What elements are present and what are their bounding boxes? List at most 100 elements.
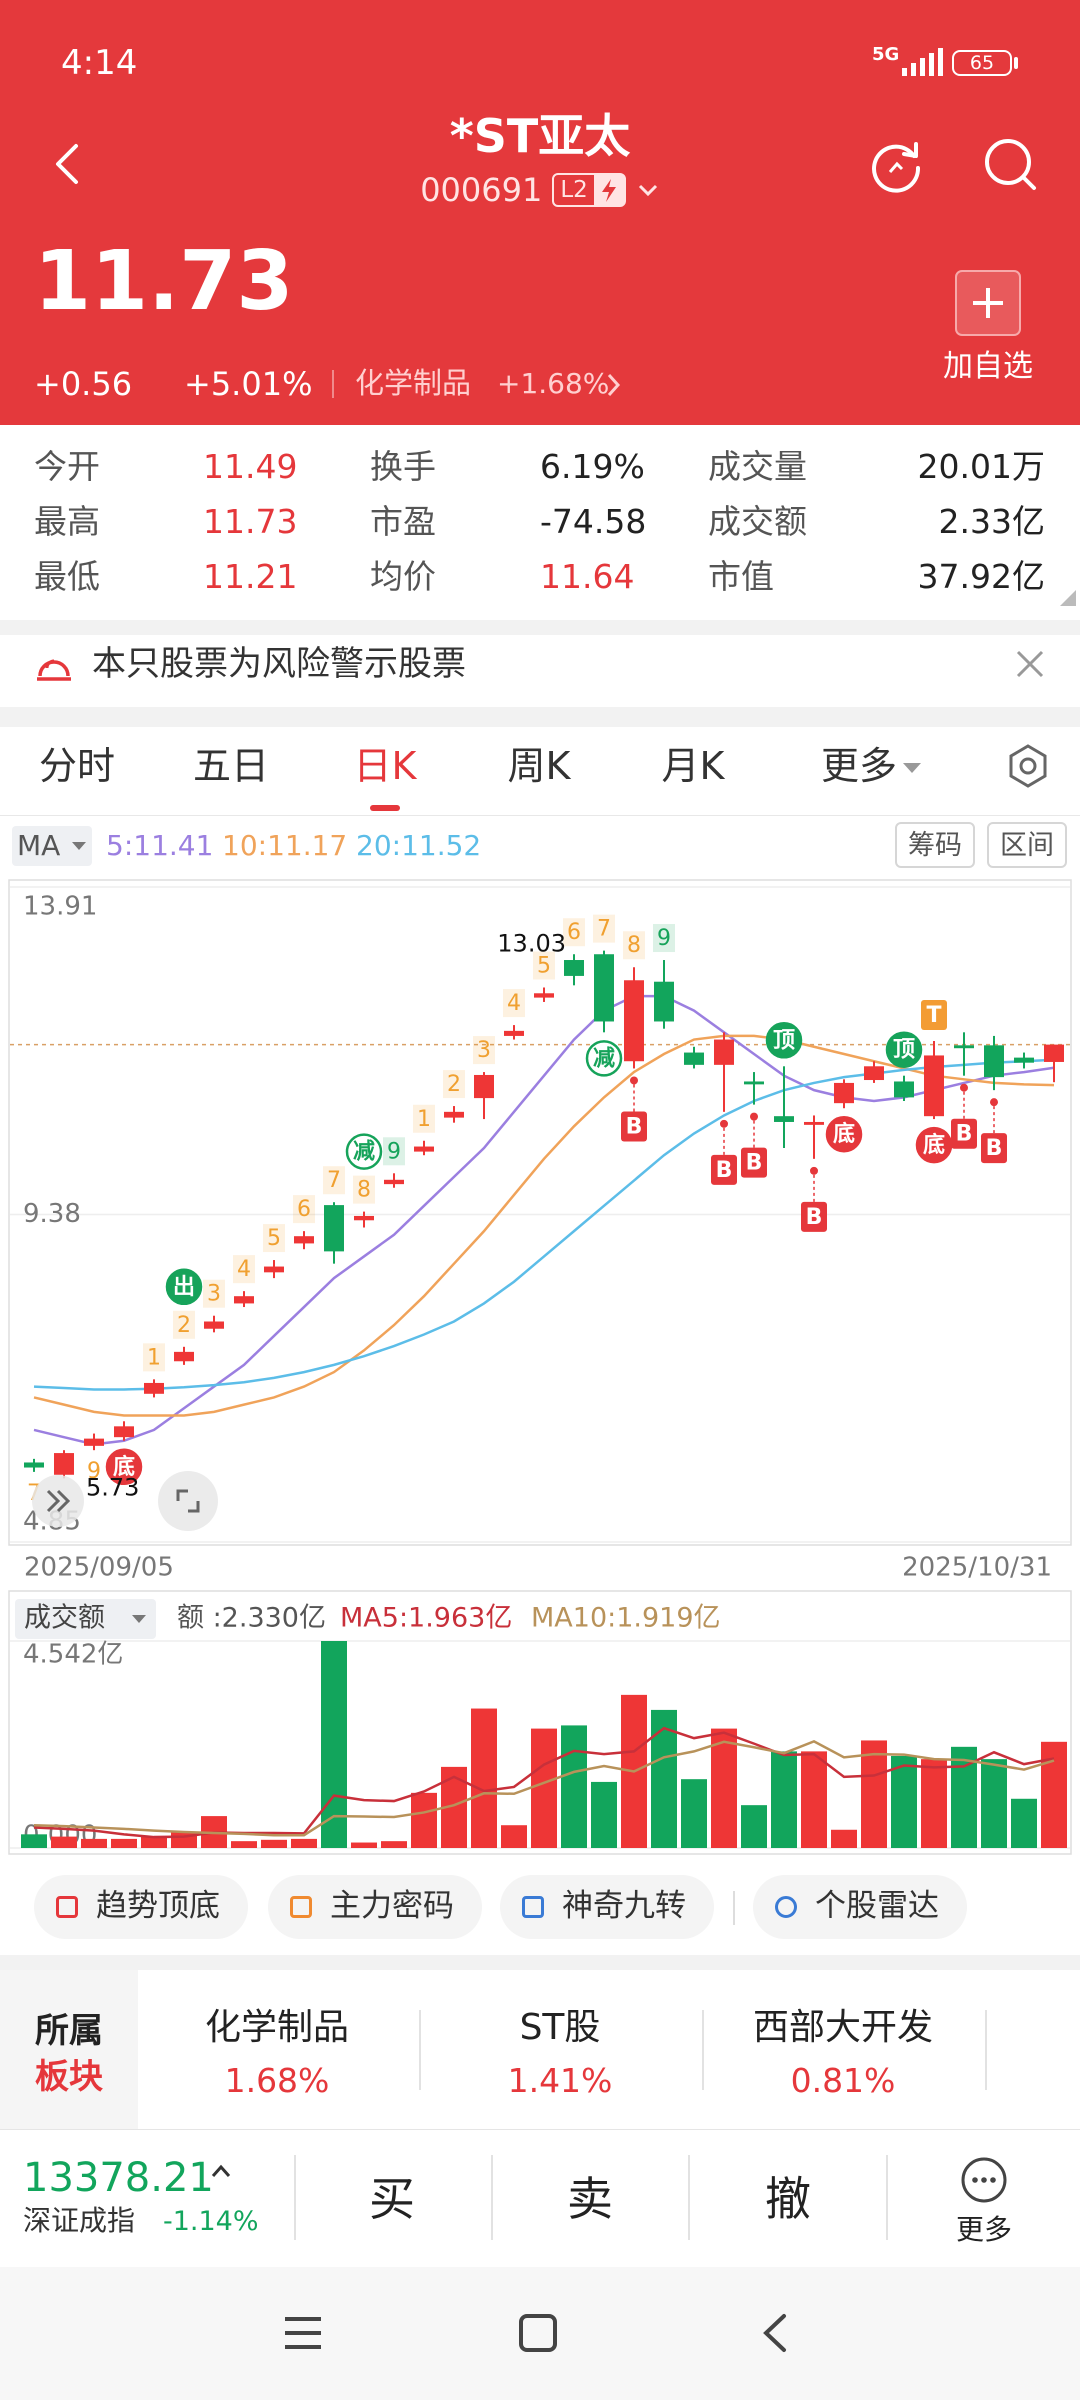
signal-badge — [951, 1118, 977, 1149]
action-divider — [688, 2155, 690, 2240]
gap — [0, 620, 1080, 635]
tool-chip[interactable] — [500, 1875, 714, 1939]
volume-bar — [411, 1792, 437, 1848]
tool-chip[interactable] — [268, 1875, 482, 1939]
td-count: 9 — [657, 926, 671, 951]
nav-bar — [0, 2267, 1080, 2400]
nav-home[interactable] — [518, 2313, 558, 2353]
volume-ma-legend: MA10:1.919亿 — [531, 1603, 721, 1634]
indicator-caret — [72, 842, 86, 850]
sector-name[interactable]: ST股 — [519, 2007, 601, 2048]
warning-close[interactable] — [1014, 648, 1046, 680]
signal-badge — [981, 1133, 1007, 1164]
volume-bar — [981, 1759, 1007, 1848]
volume-bar — [891, 1755, 917, 1848]
sector-pct[interactable]: 1.68% — [224, 2061, 330, 2100]
action-button[interactable]: 卖 — [567, 2172, 613, 2226]
action-button[interactable]: 买 — [369, 2172, 415, 2226]
sector-label-bg — [0, 1970, 138, 2129]
td-count: 6 — [567, 920, 581, 945]
settings-button[interactable] — [1005, 743, 1051, 789]
badge-bolt — [593, 175, 624, 205]
indicator-label[interactable]: MA — [17, 829, 61, 862]
tool-label[interactable]: 个股雷达 — [815, 1888, 939, 1924]
tool-chip[interactable] — [34, 1875, 248, 1939]
signal-badge — [825, 1115, 863, 1153]
tab[interactable]: 更多 — [820, 744, 898, 788]
action-button[interactable]: 更多 — [955, 2213, 1013, 2246]
volume-select[interactable] — [15, 1599, 156, 1639]
candle-body — [984, 1045, 1004, 1078]
chart-button[interactable] — [987, 822, 1067, 868]
volume-bar — [471, 1708, 497, 1848]
volume-ma-legend: MA5:1.963亿 — [340, 1603, 512, 1634]
sector-name[interactable]: 化学制品 — [355, 366, 472, 400]
nav-menu[interactable] — [283, 2313, 323, 2353]
add-watch-label[interactable]: 加自选 — [943, 349, 1033, 384]
candle-body — [354, 1215, 374, 1221]
signal-badge — [921, 999, 947, 1030]
tab-caret — [903, 763, 921, 773]
add-watch-button[interactable] — [955, 270, 1021, 336]
candle-body — [534, 993, 554, 998]
candle-body — [114, 1426, 134, 1438]
fullscreen-button[interactable] — [158, 1471, 218, 1531]
index-value[interactable]: 13378.21 — [23, 2155, 214, 2201]
tab[interactable]: 五日 — [192, 744, 270, 788]
sector-name[interactable]: 西部大开发 — [752, 2007, 934, 2048]
tool-icon — [775, 1896, 797, 1918]
code-chevron[interactable] — [636, 180, 660, 200]
signal-badge — [885, 1031, 923, 1068]
ma-legend-item: 10:11.17 — [222, 829, 348, 862]
signal-label: 顶 — [893, 1038, 915, 1063]
refresh-button[interactable] — [866, 134, 926, 194]
candle-body — [234, 1296, 254, 1304]
sector-pct[interactable]: 0.81% — [790, 2061, 896, 2100]
header-bg — [0, 0, 1080, 425]
gap — [0, 1955, 1080, 1970]
nav-back[interactable] — [756, 2313, 792, 2353]
code-row: 000691 L2 — [0, 170, 1080, 210]
candle-body — [414, 1146, 434, 1152]
index-name: 深证成指 — [23, 2204, 136, 2237]
volume-title[interactable]: 成交额 — [24, 1603, 105, 1634]
td-count-bg — [593, 914, 615, 943]
action-button[interactable]: 撤 — [765, 2172, 811, 2226]
back-button[interactable] — [48, 142, 88, 186]
sector-pct[interactable]: +1.68% — [497, 367, 610, 400]
index-change: -1.14% — [163, 2206, 259, 2237]
td-count-bg — [233, 1255, 255, 1284]
sector-pct[interactable]: 1.41% — [507, 2061, 613, 2100]
level-badge[interactable]: L2 — [552, 173, 626, 207]
td-count-bg — [533, 951, 555, 980]
td-count-bg — [203, 1279, 225, 1308]
volume-bar — [681, 1779, 707, 1848]
tab[interactable]: 周K — [507, 744, 571, 788]
chart-button-label[interactable]: 筹码 — [908, 830, 962, 861]
tab[interactable]: 月K — [661, 744, 725, 788]
volume-bar — [831, 1829, 857, 1848]
candle-body — [1014, 1057, 1034, 1063]
search-button[interactable] — [980, 134, 1040, 194]
sector-divider — [702, 2010, 704, 2090]
volume-bar — [141, 1836, 167, 1848]
candle-body — [144, 1382, 164, 1394]
signal-label: 顶 — [773, 1028, 795, 1053]
chart-button-label[interactable]: 区间 — [1000, 830, 1054, 861]
candle-body — [954, 1045, 974, 1049]
tool-label[interactable]: 主力密码 — [330, 1888, 454, 1924]
td-count-bg — [173, 1310, 195, 1339]
tool-label[interactable]: 神奇九转 — [562, 1888, 686, 1924]
volume-bar — [1011, 1798, 1037, 1848]
tab[interactable]: 分时 — [38, 744, 116, 788]
td-count-bg — [563, 918, 585, 947]
tab[interactable]: 日K — [353, 744, 417, 788]
tool-label[interactable]: 趋势顶底 — [96, 1888, 220, 1924]
td-count: 9 — [387, 1139, 401, 1164]
chart-button[interactable] — [895, 822, 975, 868]
volume-bar — [291, 1838, 317, 1848]
sector-name[interactable]: 化学制品 — [204, 2007, 350, 2048]
candle-body — [594, 954, 614, 1022]
more-icon[interactable] — [960, 2156, 1008, 2204]
